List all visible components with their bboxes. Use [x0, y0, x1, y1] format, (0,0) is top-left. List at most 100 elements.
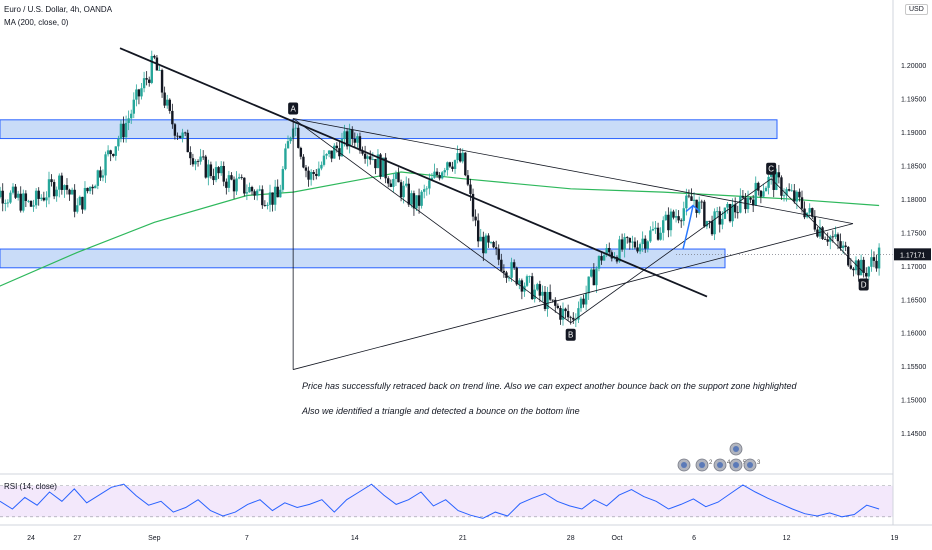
candle-body: [500, 260, 502, 271]
candle-body: [433, 172, 435, 178]
event-core: [747, 462, 753, 468]
candle: [94, 185, 96, 189]
candle-body: [56, 190, 58, 197]
candle-body: [73, 190, 75, 212]
candle: [53, 179, 55, 199]
candle: [313, 170, 315, 180]
candle: [210, 162, 212, 179]
candle-body: [821, 227, 823, 239]
candle: [43, 192, 45, 202]
candle: [205, 155, 207, 179]
event-core: [681, 462, 687, 468]
price-tick-label: 1.20000: [901, 63, 926, 70]
candle-body: [587, 277, 589, 294]
currency-badge[interactable]: USD: [905, 4, 928, 15]
candle: [194, 159, 196, 170]
candle: [66, 178, 68, 194]
candle: [659, 227, 661, 240]
candle-body: [40, 198, 42, 199]
pattern-label-b: B: [566, 329, 576, 341]
price-axis-panel: [893, 0, 932, 550]
event-count: 3: [757, 460, 761, 466]
price-tick-label: 1.15500: [901, 364, 926, 371]
candle-body: [662, 220, 664, 233]
candle: [505, 271, 507, 283]
candle: [528, 276, 530, 283]
candle: [390, 180, 392, 188]
candle: [397, 167, 399, 182]
candle: [104, 152, 106, 183]
candle-body: [14, 187, 16, 198]
candle: [289, 137, 291, 144]
candle: [0, 187, 1, 199]
candle: [464, 152, 466, 176]
candle: [814, 210, 816, 232]
candle: [621, 234, 623, 252]
candle: [328, 150, 330, 157]
candle-body: [862, 260, 864, 273]
candle: [364, 146, 366, 164]
candle-body: [726, 204, 728, 208]
candle-body: [641, 239, 643, 244]
candle: [788, 183, 790, 191]
candle-body: [9, 193, 11, 203]
candle-body: [223, 166, 225, 182]
label-text: B: [568, 331, 573, 340]
candle-body: [133, 100, 135, 114]
candle: [809, 203, 811, 218]
candle-body: [791, 190, 793, 191]
candle-body: [68, 190, 70, 195]
price-tick-label: 1.18000: [901, 197, 926, 204]
candle: [857, 259, 859, 282]
candle-body: [600, 256, 602, 260]
candle-body: [510, 262, 512, 278]
candle-body: [356, 136, 358, 142]
candle-body: [269, 192, 271, 204]
candle: [595, 266, 597, 292]
candle-body: [266, 205, 268, 206]
candle: [25, 190, 27, 207]
candle: [570, 316, 572, 325]
candle: [99, 166, 101, 180]
candle-body: [372, 159, 374, 160]
time-tick-label: Oct: [612, 535, 623, 542]
candle: [217, 166, 219, 179]
candle-body: [387, 178, 389, 183]
candle: [212, 169, 214, 185]
candle-body: [441, 172, 443, 178]
candle: [711, 216, 713, 236]
candle-body: [644, 239, 646, 249]
candle: [485, 233, 487, 253]
candle-body: [426, 188, 428, 189]
time-tick-label: 19: [891, 535, 899, 542]
candle: [626, 236, 628, 243]
candle-body: [760, 191, 762, 197]
candle: [97, 170, 99, 189]
candle: [526, 274, 528, 286]
candle: [107, 145, 109, 156]
candle-body: [503, 271, 505, 273]
candle: [84, 181, 86, 210]
candle-body: [274, 187, 276, 205]
candle-body: [716, 211, 718, 212]
candle-body: [868, 267, 870, 277]
candle-body: [318, 168, 320, 175]
candle-body: [405, 184, 407, 186]
candle: [73, 184, 75, 217]
candle: [220, 161, 222, 176]
candle-body: [143, 78, 145, 88]
candle: [862, 257, 864, 278]
candle-body: [526, 276, 528, 286]
candle: [413, 191, 415, 216]
candle-body: [35, 191, 37, 206]
candle-body: [174, 124, 176, 135]
event-core: [699, 462, 705, 468]
candle: [392, 173, 394, 192]
candle: [467, 170, 469, 186]
candle: [675, 209, 677, 222]
candle: [726, 202, 728, 214]
candle-body: [130, 114, 132, 119]
candle-body: [474, 217, 476, 221]
candle: [379, 153, 381, 179]
candle: [765, 186, 767, 191]
